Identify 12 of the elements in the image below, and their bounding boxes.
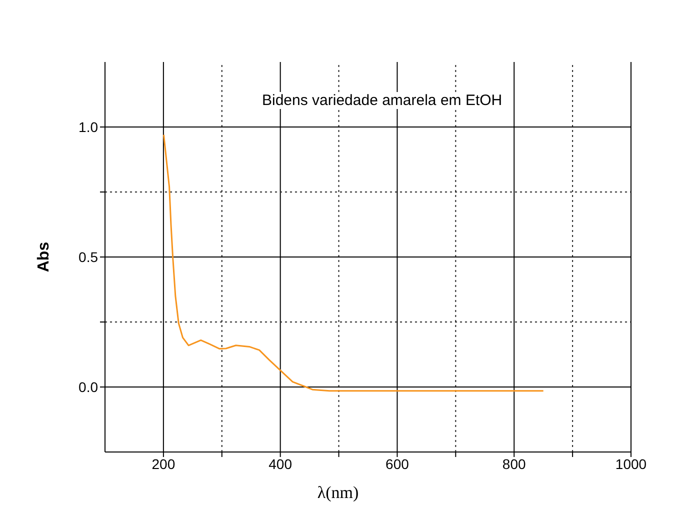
y-axis-title: Abs xyxy=(36,242,53,272)
y-tick-label: 0.5 xyxy=(78,248,98,265)
x-axis-title: λ(nm) xyxy=(317,483,359,502)
line-series xyxy=(162,134,544,392)
y-tick-label: 1.0 xyxy=(78,118,98,135)
text: Bidens variedade amarela em EtOH xyxy=(258,92,506,109)
x-tick-label: 1000 xyxy=(615,456,647,472)
x-tick-label: 800 xyxy=(502,456,526,472)
x-tick-label: 400 xyxy=(268,456,292,472)
y-tick-label: 0.0 xyxy=(78,378,98,395)
x-tick-label: 200 xyxy=(152,456,176,472)
x-tick-label: 600 xyxy=(386,456,410,472)
